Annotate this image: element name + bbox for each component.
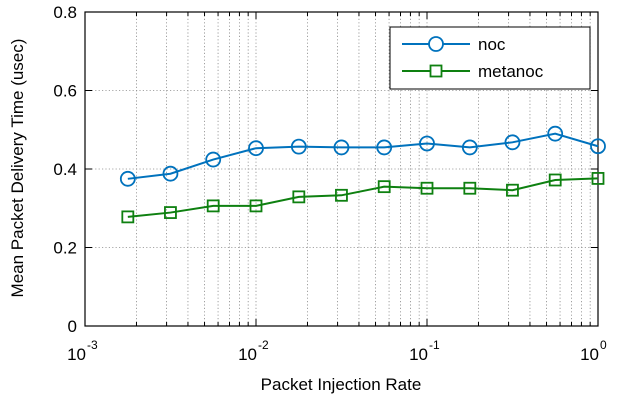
x-tick-label-exponent: -1 — [429, 338, 440, 352]
x-tick-label-base: 10 — [67, 345, 86, 364]
axis-ticks — [84, 11, 599, 327]
x-tick-label: 10 0 — [580, 338, 607, 364]
x-tick-label: 10 -2 — [238, 338, 269, 364]
data-point-metanoc — [377, 180, 391, 194]
legend-entry-noc: noc — [402, 35, 506, 54]
data-point-noc — [205, 151, 222, 168]
grid-lines — [84, 11, 599, 327]
data-point-noc — [119, 170, 136, 187]
series-layer — [119, 125, 606, 224]
x-tick-label-exponent: 0 — [600, 338, 607, 352]
data-point-noc — [419, 135, 435, 152]
data-point-metanoc — [463, 181, 477, 195]
data-point-metanoc — [292, 190, 306, 204]
y-tick-label: 0.6 — [53, 82, 77, 101]
series-noc — [119, 125, 606, 187]
x-axis-title: Packet Injection Rate — [261, 375, 422, 394]
series-line-noc — [127, 132, 599, 180]
data-point-metanoc — [206, 199, 220, 213]
data-point-noc — [504, 134, 521, 151]
data-point-metanoc — [249, 199, 263, 213]
legend-marker — [429, 64, 443, 78]
x-tick-label-base: 10 — [580, 345, 599, 364]
data-point-noc — [162, 165, 179, 182]
data-point-metanoc — [164, 206, 177, 219]
legend-label: metanoc — [478, 62, 544, 81]
data-point-metanoc — [420, 181, 434, 195]
x-tick-label: 10 -3 — [67, 338, 98, 364]
y-tick-label: 0.8 — [53, 3, 77, 22]
data-point-noc — [376, 139, 393, 156]
legend: noc metanoc — [389, 26, 591, 90]
data-point-noc — [290, 138, 307, 155]
x-tick-label-base: 10 — [409, 345, 428, 364]
y-tick-label: 0.4 — [53, 160, 77, 179]
series-metanoc — [121, 172, 605, 224]
data-point-noc — [248, 140, 264, 157]
y-axis-title: Mean Packet Delivery Time (usec) — [8, 39, 27, 298]
legend-label: noc — [478, 35, 506, 54]
legend-marker — [428, 36, 444, 52]
legend-box — [389, 26, 591, 90]
legend-entry-metanoc: metanoc — [402, 62, 544, 81]
data-point-metanoc — [506, 183, 519, 197]
data-point-noc — [333, 139, 350, 156]
data-point-metanoc — [335, 188, 348, 202]
y-tick-labels: 0 0.2 0.4 0.6 0.8 — [53, 3, 77, 336]
data-point-metanoc — [548, 173, 562, 187]
y-tick-label: 0 — [68, 317, 77, 336]
x-tick-labels: 10 -3 10 -2 10 -1 10 0 — [67, 338, 607, 364]
data-point-noc — [461, 139, 478, 156]
y-tick-label: 0.2 — [53, 239, 77, 258]
data-point-noc — [547, 125, 564, 142]
x-tick-label-base: 10 — [238, 345, 257, 364]
data-point-metanoc — [591, 172, 605, 185]
series-line-metanoc — [127, 177, 599, 218]
x-tick-label-exponent: -3 — [87, 338, 98, 352]
x-tick-label: 10 -1 — [409, 338, 440, 364]
x-tick-label-exponent: -2 — [258, 338, 269, 352]
data-point-noc — [590, 138, 606, 155]
data-point-metanoc — [121, 210, 135, 224]
